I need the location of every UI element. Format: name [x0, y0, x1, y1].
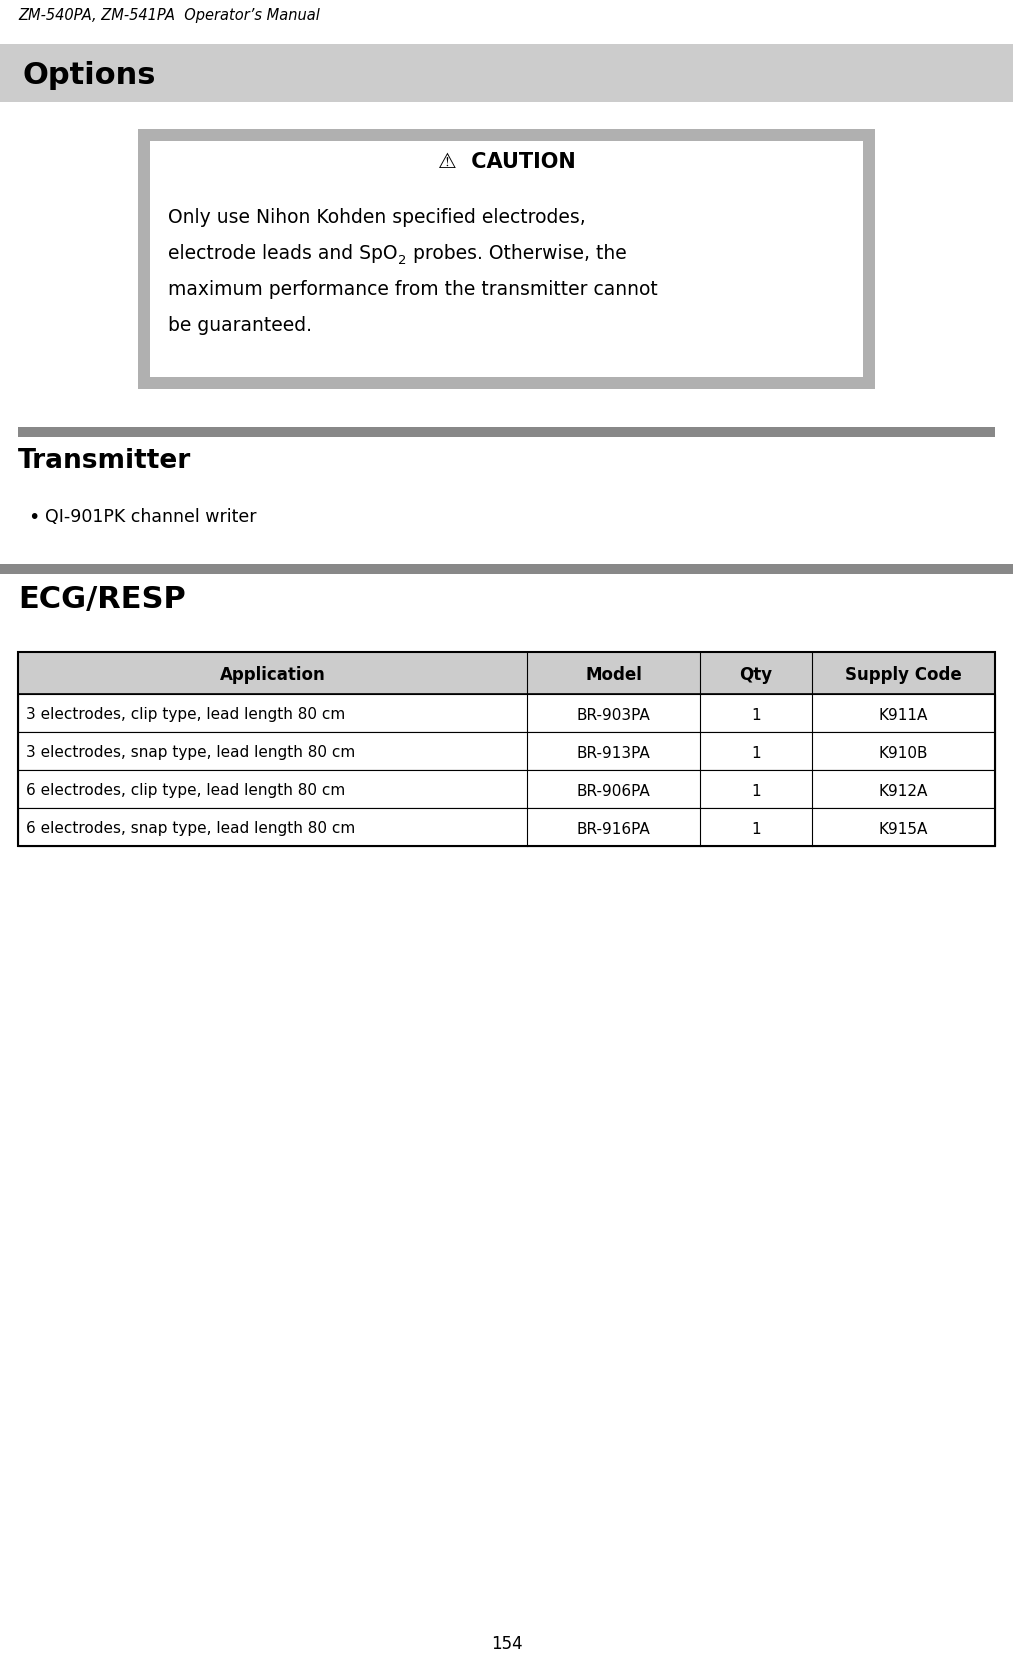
Text: 1: 1	[752, 707, 761, 722]
Text: Options: Options	[22, 61, 156, 89]
Text: 3 electrodes, snap type, lead length 80 cm: 3 electrodes, snap type, lead length 80 …	[26, 745, 356, 760]
Text: 6 electrodes, snap type, lead length 80 cm: 6 electrodes, snap type, lead length 80 …	[26, 821, 356, 836]
Text: be guaranteed.: be guaranteed.	[168, 316, 312, 334]
Bar	[18, 652, 995, 695]
Bar	[18, 771, 995, 809]
Text: BR-916PA: BR-916PA	[576, 821, 650, 836]
Text: QI-901PK channel writer: QI-901PK channel writer	[45, 508, 256, 526]
Text: 3 electrodes, clip type, lead length 80 cm: 3 electrodes, clip type, lead length 80 …	[26, 707, 345, 722]
Bar	[138, 131, 875, 391]
Bar	[18, 733, 995, 771]
Text: •: •	[28, 508, 40, 526]
Bar	[0, 564, 1013, 574]
Text: Only use Nihon Kohden specified electrodes,: Only use Nihon Kohden specified electrod…	[168, 209, 586, 227]
Text: Model: Model	[586, 665, 642, 684]
Bar	[18, 652, 995, 846]
Text: K912A: K912A	[879, 783, 928, 798]
Text: K911A: K911A	[879, 707, 928, 722]
Text: ⚠  CAUTION: ⚠ CAUTION	[438, 152, 575, 172]
Text: BR-903PA: BR-903PA	[576, 707, 650, 722]
Text: 154: 154	[490, 1633, 523, 1652]
Text: maximum performance from the transmitter cannot: maximum performance from the transmitter…	[168, 280, 657, 300]
Text: 6 electrodes, clip type, lead length 80 cm: 6 electrodes, clip type, lead length 80 …	[26, 783, 345, 798]
Text: BR-913PA: BR-913PA	[576, 745, 650, 760]
Text: Application: Application	[220, 665, 325, 684]
Text: 1: 1	[752, 745, 761, 760]
Text: 2: 2	[397, 253, 406, 266]
Text: Qty: Qty	[739, 665, 773, 684]
Text: K910B: K910B	[878, 745, 928, 760]
Text: Transmitter: Transmitter	[18, 449, 191, 473]
Text: K915A: K915A	[879, 821, 928, 836]
Text: ZM-540PA, ZM-541PA  Operator’s Manual: ZM-540PA, ZM-541PA Operator’s Manual	[18, 8, 320, 23]
Bar	[18, 809, 995, 846]
Bar	[0, 45, 1013, 103]
Text: Supply Code: Supply Code	[845, 665, 962, 684]
Text: 1: 1	[752, 821, 761, 836]
Text: ECG/RESP: ECG/RESP	[18, 584, 185, 614]
Text: electrode leads and SpO: electrode leads and SpO	[168, 243, 397, 263]
Bar	[18, 695, 995, 733]
Bar	[18, 427, 995, 437]
Text: BR-906PA: BR-906PA	[576, 783, 650, 798]
Text: 1: 1	[752, 783, 761, 798]
Text: probes. Otherwise, the: probes. Otherwise, the	[406, 243, 626, 263]
Bar	[150, 142, 863, 377]
